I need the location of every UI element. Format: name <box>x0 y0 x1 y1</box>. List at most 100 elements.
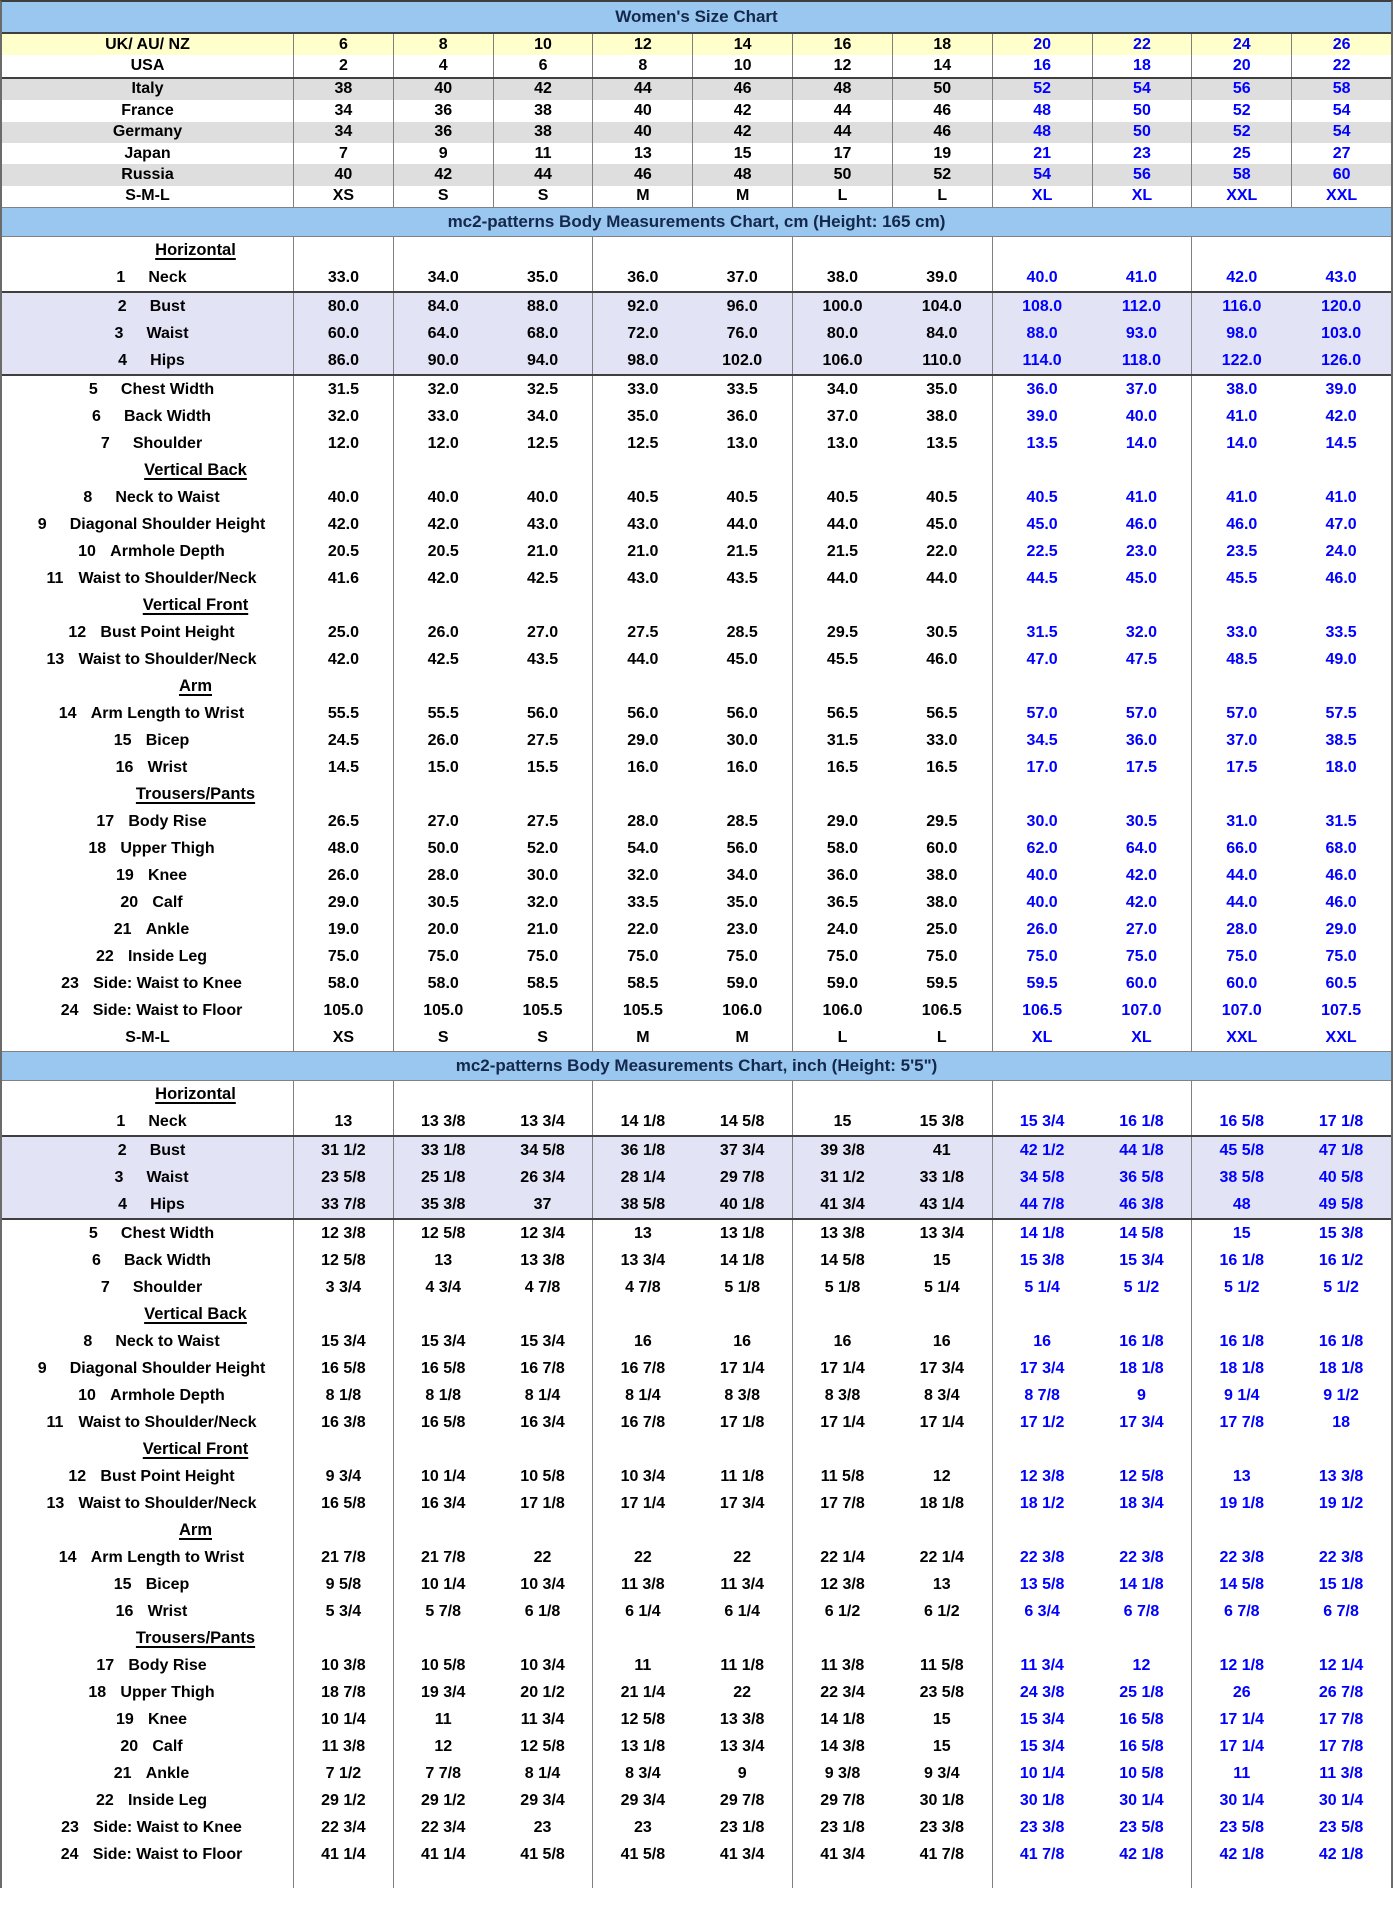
value-cell: 33.0 <box>592 376 692 404</box>
value-cell: 105.0 <box>392 997 493 1025</box>
empty-cell <box>792 592 892 620</box>
value-cell: 41.0 <box>1325 488 1357 506</box>
row-number: 1 <box>116 268 126 286</box>
empty-cell <box>1191 673 1291 701</box>
section-title: Vertical Back <box>144 461 247 480</box>
empty-cell <box>1291 1301 1391 1328</box>
measurement-row: 8 Neck to Waist 15 3/4 15 3/4 15 3/4 16 16 16 16… <box>2 1328 1391 1356</box>
row-number: 2 <box>117 297 127 315</box>
value-cell: 17 1/4 <box>919 1413 965 1431</box>
empty-cell <box>892 237 992 264</box>
empty-cell <box>592 1436 692 1464</box>
value-cell: 16 5/8 <box>1119 1710 1164 1728</box>
value-cell: 13 <box>1191 1463 1291 1491</box>
value-cell: 22 1/4 <box>919 1548 965 1566</box>
value-cell: 6 <box>293 34 393 56</box>
value-cell: 29.0 <box>293 889 393 917</box>
empty-cell <box>392 1081 493 1109</box>
value-cell: 106.5 <box>991 997 1092 1025</box>
row-label: 17 Body Rise <box>2 808 293 835</box>
measurement-name: Neck to Waist <box>115 1332 220 1350</box>
row-number: 21 <box>113 1764 132 1782</box>
measurement-name: Waist to Shoulder/Neck <box>78 650 257 668</box>
row-label: S-M-L <box>125 187 170 205</box>
value-cell: 23 3/8 <box>991 1814 1092 1842</box>
measurement-name: Bust <box>149 297 186 315</box>
row-label: 11 Waist to Shoulder/Neck <box>2 565 293 592</box>
empty-cell <box>293 457 393 485</box>
value-cell: 80.0 <box>293 293 393 321</box>
value-cell: 9 3/4 <box>293 1463 393 1491</box>
row-number: 23 <box>61 974 79 992</box>
value-cell: 4 7/8 <box>592 1274 692 1302</box>
value-cell: 10 <box>492 34 593 56</box>
value-cell: 50 <box>1091 121 1192 143</box>
value-cell: 41 5/8 <box>520 1845 565 1863</box>
measurement-name: Side: Waist to Knee <box>93 974 242 992</box>
measurement-row: 7 Shoulder 12.0 12.0 12.5 12.5 13.0 13.0 13.5 13.… <box>2 430 1391 458</box>
value-cell: XL <box>1091 185 1192 208</box>
value-cell: 27 <box>1291 142 1391 165</box>
value-cell: 22 3/4 <box>392 1814 493 1842</box>
value-cell: 49.0 <box>1325 650 1357 668</box>
empty-cell <box>493 1517 593 1544</box>
value-cell: 75.0 <box>991 943 1092 971</box>
value-cell: 75.0 <box>592 943 692 971</box>
value-cell: 12 5/8 <box>520 1737 565 1755</box>
value-cell: 50 <box>891 78 992 101</box>
value-cell: 56.5 <box>792 700 892 728</box>
value-cell: 13 3/8 <box>719 1710 765 1728</box>
value-cell: 47.0 <box>991 646 1092 674</box>
value-cell: 22 3/4 <box>293 1814 393 1842</box>
value-cell: 18 1/2 <box>991 1490 1092 1518</box>
value-cell: 54 <box>991 164 1092 186</box>
value-cell: 20.5 <box>293 538 393 566</box>
value-cell: 5 1/4 <box>991 1274 1092 1302</box>
row-number: 12 <box>68 1467 87 1485</box>
section-title: Trousers/Pants <box>135 785 256 804</box>
value-cell: 41.6 <box>293 565 393 593</box>
empty-cell <box>1092 592 1192 619</box>
measurement-name: Inside Leg <box>127 947 208 965</box>
empty-row <box>2 1868 1391 1889</box>
row-label: 13 Waist to Shoulder/Neck <box>2 646 293 673</box>
value-cell: 12 5/8 <box>1119 1467 1164 1485</box>
value-cell: 8 3/4 <box>924 1386 960 1404</box>
value-cell: 22 <box>733 1548 752 1566</box>
measurement-row: 1 Neck 33.0 34.0 35.0 36.0 37.0 38.0 39.0 40.0 41.… <box>2 264 1391 294</box>
row-number: 14 <box>58 1548 77 1566</box>
row-label: UK/ AU/ NZ <box>105 35 190 53</box>
value-cell: 36 <box>392 121 493 143</box>
value-cell: 126.0 <box>1321 351 1362 369</box>
value-cell: 7 1/2 <box>293 1760 393 1788</box>
value-cell: 24.5 <box>293 727 393 755</box>
value-cell: 29 7/8 <box>719 1791 765 1809</box>
value-cell: 88.0 <box>991 320 1092 348</box>
measurement-name: Diagonal Shoulder Height <box>69 515 266 533</box>
value-cell: 17 1/4 <box>719 1359 765 1377</box>
value-cell: 46.0 <box>1325 866 1357 884</box>
empty-cell <box>1092 1517 1192 1544</box>
value-cell: XXL <box>1191 1024 1291 1052</box>
row-label: Horizontal <box>2 1081 293 1108</box>
empty-cell <box>692 1625 792 1652</box>
value-cell: 104.0 <box>921 297 962 315</box>
value-cell: 59.0 <box>792 970 892 998</box>
value-cell: 58.5 <box>592 970 692 998</box>
measurement-row: 18 Upper Thigh 18 7/8 19 3/4 20 1/2 21 1/4 22 2… <box>2 1679 1391 1707</box>
measurement-name: Calf <box>152 1737 183 1755</box>
value-cell: 36 1/8 <box>592 1137 692 1165</box>
value-cell: 21.0 <box>526 920 559 938</box>
value-cell: 33.5 <box>1325 623 1357 641</box>
value-cell: 52 <box>991 78 1092 101</box>
value-cell: 35.0 <box>592 403 692 431</box>
measurement-row: 5 Chest Width 12 3/8 12 5/8 12 3/4 13 13 1/8 13… <box>2 1220 1391 1248</box>
measurement-row: 20 Calf 11 3/8 12 12 5/8 13 1/8 13 3/4 14 3/8 15… <box>2 1733 1391 1761</box>
size-row: UK/ AU/ NZ 6 8 10 12 14 16 18 20 22 24 26 <box>2 34 1391 56</box>
value-cell: 43.0 <box>1325 268 1357 286</box>
value-cell: 48 <box>991 100 1092 122</box>
empty-cell <box>892 673 992 700</box>
measurement-row: 5 Chest Width 31.5 32.0 32.5 33.0 33.5 34.0 35.0… <box>2 376 1391 404</box>
row-label: 19 Knee <box>2 862 293 889</box>
section-header-row: Arm <box>2 1517 1391 1545</box>
